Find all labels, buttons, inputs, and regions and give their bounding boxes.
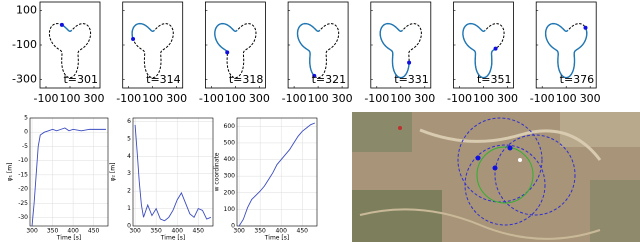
x-tick-label: -100 [116,92,141,105]
y-tick-label: 1 [127,205,131,212]
x-tick-label: 450 [88,228,100,235]
data-line [238,122,316,227]
x-tick-label: 350 [150,228,162,235]
y-tick-label: 500 [224,139,236,146]
x-tick-label: 400 [67,228,79,235]
x-tick-label: 300 [497,92,518,105]
traversed-path [544,22,588,79]
x-tick-label: 100 [390,92,411,105]
y-tick-label: -15 [18,171,28,178]
x-tick-label: -100 [282,92,307,105]
x-tick-label: -100 [530,92,555,105]
time-label: t=321 [312,73,347,86]
robot-marker [131,37,136,42]
robot-marker [583,25,588,30]
x-tick-label: 300 [233,228,245,235]
data-line [31,127,106,227]
x-tick-label: -100 [34,92,59,105]
time-label: t=331 [394,73,429,86]
x-tick-label: 450 [297,228,309,235]
y-tick-label: 3 [127,170,131,177]
y-tick-label: 6 [127,118,131,125]
y-tick-label: -25 [18,200,28,207]
y-tick-label: 200 [224,189,236,196]
plot-frame [132,117,214,227]
x-tick-label: 350 [254,228,266,235]
time-label: t=314 [146,73,181,86]
x-tick-label: 100 [142,92,163,105]
x-tick-label: 350 [47,228,59,235]
x-tick-label: 100 [473,92,494,105]
x-tick-label: -100 [364,92,389,105]
robot-marker [407,60,412,65]
traversed-path [462,22,496,79]
x-axis-label: Time [s] [264,235,289,242]
x-tick-label: 100 [556,92,577,105]
x-tick-label: 300 [580,92,601,105]
traversed-path [214,22,238,53]
y-axis-label: φ₂ [m] [110,163,117,182]
x-tick-label: 300 [129,228,141,235]
x-tick-label: 100 [60,92,81,105]
x-tick-label: -100 [447,92,472,105]
x-tick-label: 300 [332,92,353,105]
y-tick-label: 5 [127,135,131,142]
x-tick-label: 400 [171,228,183,235]
y-tick-label: -10 [18,157,28,164]
x-axis-label: Time [s] [160,235,185,242]
y-tick-label: 400 [224,156,236,163]
x-tick-label: 300 [84,92,105,105]
y-tick-label: 300 [224,173,236,180]
traversed-path [131,22,155,40]
y-tick-label: -100 [12,38,37,51]
x-tick-label: 300 [414,92,435,105]
x-axis-label: Time [s] [56,235,81,242]
y-axis-label: φ₁ [m] [7,163,14,182]
y-tick-label: 0 [24,129,28,136]
robot-marker [493,46,498,51]
y-tick-label: 600 [224,123,236,130]
y-tick-label: -300 [12,72,37,85]
y-tick-label: 5 [24,115,28,122]
robot-marker [59,22,64,27]
y-tick-label: -20 [18,186,28,193]
x-tick-label: 300 [26,228,38,235]
plot-frame [29,117,109,227]
time-label: t=351 [477,73,512,86]
time-label: t=318 [229,73,264,86]
robot-marker [312,73,317,78]
time-label: t=376 [560,73,595,86]
x-tick-label: 100 [225,92,246,105]
traversed-path [379,22,410,79]
y-tick-label: 4 [127,153,131,160]
y-axis-label: w coordinate [214,152,221,191]
x-tick-label: 300 [249,92,270,105]
robot-marker [225,50,230,55]
y-tick-label: 0 [127,223,131,230]
data-line [134,124,212,222]
satellite-image [352,112,640,242]
x-tick-label: 400 [275,228,287,235]
y-tick-label: 100 [224,206,236,213]
x-tick-label: 450 [193,228,205,235]
time-label: t=301 [63,73,98,86]
x-tick-label: 100 [308,92,329,105]
plot-frame [236,117,318,227]
y-tick-label: 0 [231,223,235,230]
y-tick-label: 2 [127,188,131,195]
x-tick-label: -100 [199,92,224,105]
x-tick-label: 300 [166,92,187,105]
y-tick-label: -30 [18,214,28,221]
y-tick-label: -5 [22,143,28,150]
traversed-path [61,24,73,32]
y-tick-label: 100 [16,4,37,17]
traversed-path [296,22,321,77]
